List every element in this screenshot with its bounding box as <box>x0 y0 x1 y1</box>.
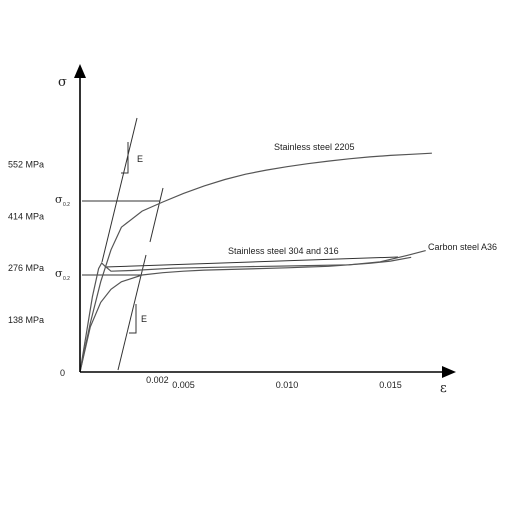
modulus-label-lower: E <box>141 314 147 324</box>
x-tick-label: 0.005 <box>172 380 195 390</box>
y-tick-label: 138 MPa <box>8 315 44 325</box>
y-tick-label: 414 MPa <box>8 211 44 221</box>
auxiliary-lines <box>82 117 399 371</box>
curves <box>79 152 432 373</box>
modulus-label-upper: E <box>137 154 143 164</box>
series-label-304-316: Stainless steel 304 and 316 <box>228 246 339 256</box>
sigma02-label-upper: σ 0.2 <box>55 193 70 208</box>
offset-line-2205 <box>149 187 164 243</box>
y-axis-arrow-icon <box>74 64 86 78</box>
series-line-0 <box>79 152 432 373</box>
origin-label: 0 <box>60 368 65 378</box>
series-label-a36: Carbon steel A36 <box>428 242 497 252</box>
series-label-2205: Stainless steel 2205 <box>274 142 355 152</box>
x-axis-label: ε <box>440 381 447 396</box>
svg-text:0.2: 0.2 <box>63 202 70 208</box>
x-tick-label: 0.010 <box>276 380 299 390</box>
modulus-line-2205 <box>101 117 138 263</box>
offset-line-304 <box>117 254 147 371</box>
y-tick-label: 276 MPa <box>8 263 44 273</box>
svg-text:σ: σ <box>55 267 63 280</box>
slope-triangle-upper <box>121 142 129 174</box>
slope-triangle-lower <box>129 304 137 334</box>
x-tick-label: 0.015 <box>379 380 402 390</box>
y-axis-label: σ <box>58 75 67 90</box>
series-line-2 <box>79 250 426 373</box>
x-ticks: 0.005 0.010 0.015 0.002 <box>146 375 402 390</box>
x-marker-label: 0.002 <box>146 375 169 385</box>
y-tick-label: 552 MPa <box>8 159 44 169</box>
plateau-line-a36 <box>104 256 399 268</box>
sigma02-label-lower: σ 0.2 <box>55 267 70 282</box>
svg-text:0.2: 0.2 <box>63 276 70 282</box>
svg-text:σ: σ <box>55 193 63 206</box>
x-axis-arrow-icon <box>442 366 456 378</box>
y-ticks: 138 MPa 276 MPa 414 MPa 552 MPa <box>8 159 44 325</box>
